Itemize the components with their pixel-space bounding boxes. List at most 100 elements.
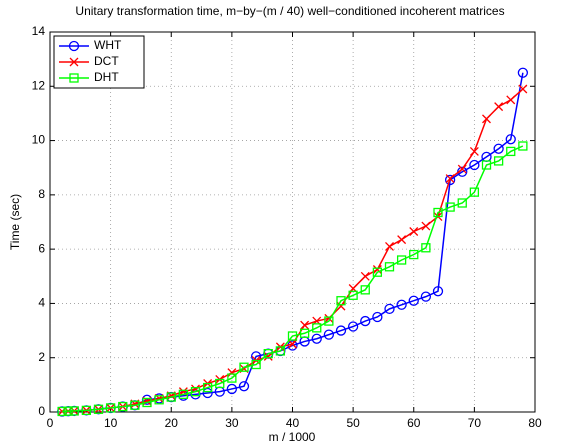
marker <box>324 316 334 326</box>
marker <box>347 321 359 332</box>
marker <box>93 404 104 414</box>
marker <box>360 271 370 281</box>
legend-label: DCT <box>94 54 119 68</box>
marker <box>469 187 480 197</box>
marker <box>251 359 261 370</box>
marker <box>202 382 213 393</box>
marker <box>433 207 443 218</box>
marker <box>227 373 237 383</box>
marker <box>518 141 528 151</box>
marker <box>517 67 529 78</box>
marker <box>239 362 249 372</box>
x-tick-label: 50 <box>346 416 360 430</box>
x-tick-label: 70 <box>468 416 482 430</box>
y-tick-label: 6 <box>38 241 45 255</box>
marker <box>299 328 310 338</box>
marker <box>372 265 382 274</box>
marker <box>69 57 79 67</box>
marker <box>57 406 67 417</box>
marker <box>263 348 273 359</box>
marker <box>420 291 432 302</box>
marker <box>409 227 419 236</box>
marker <box>469 159 480 171</box>
marker <box>226 383 238 395</box>
marker <box>287 331 298 341</box>
y-tick-label: 14 <box>32 24 46 38</box>
marker <box>118 401 128 412</box>
marker <box>312 323 322 333</box>
marker <box>493 143 504 154</box>
marker <box>360 315 371 327</box>
marker <box>372 267 383 277</box>
marker <box>397 235 407 245</box>
marker <box>444 174 456 186</box>
x-tick-label: 30 <box>225 416 239 430</box>
marker <box>166 392 176 402</box>
marker <box>69 406 79 416</box>
y-axis-label: Time (sec) <box>8 194 22 250</box>
marker <box>493 156 504 166</box>
marker <box>409 249 419 260</box>
marker <box>348 290 358 300</box>
y-tick-label: 10 <box>32 133 46 147</box>
marker <box>396 255 407 265</box>
marker <box>469 146 479 156</box>
marker <box>494 102 504 112</box>
marker <box>457 164 467 174</box>
marker <box>178 389 189 400</box>
marker <box>202 387 213 399</box>
marker <box>311 333 322 344</box>
x-tick-label: 40 <box>286 416 300 430</box>
marker <box>130 400 140 410</box>
marker <box>238 381 250 392</box>
marker <box>445 202 455 212</box>
legend-label: DHT <box>94 70 119 84</box>
marker <box>372 311 383 323</box>
marker <box>421 243 431 253</box>
marker <box>190 386 201 397</box>
x-tick-label: 60 <box>407 416 421 430</box>
marker <box>275 346 286 356</box>
y-tick-label: 2 <box>38 350 45 364</box>
plot-frame <box>49 31 536 413</box>
y-tick-label: 12 <box>32 78 46 92</box>
chart-title: Unitary transformation time, m−by−(m / 4… <box>75 4 504 18</box>
y-tick-label: 4 <box>38 296 45 310</box>
marker <box>506 95 516 105</box>
marker <box>505 134 516 145</box>
marker <box>518 84 528 94</box>
x-tick-label: 20 <box>165 416 179 430</box>
x-axis-label: m / 1000 <box>269 430 316 444</box>
x-tick-label: 80 <box>528 416 542 430</box>
legend-label: WHT <box>94 38 122 52</box>
marker <box>445 174 455 184</box>
marker <box>432 286 444 297</box>
marker <box>300 320 310 330</box>
marker <box>215 378 225 389</box>
marker <box>384 303 395 315</box>
y-tick-label: 8 <box>38 187 45 201</box>
marker <box>506 146 516 157</box>
marker <box>482 114 491 124</box>
marker <box>81 405 92 416</box>
marker <box>385 241 394 251</box>
marker <box>336 301 346 311</box>
marker <box>336 296 346 306</box>
marker <box>457 198 467 208</box>
y-tick-label: 0 <box>38 404 45 418</box>
marker <box>105 403 116 413</box>
marker <box>154 395 164 405</box>
marker <box>384 262 395 272</box>
marker <box>360 285 370 295</box>
series-line <box>62 145 524 413</box>
marker <box>68 40 80 52</box>
marker <box>396 299 407 310</box>
marker <box>63 406 73 416</box>
marker <box>408 295 419 306</box>
marker <box>481 160 492 170</box>
marker <box>323 329 335 340</box>
marker <box>69 73 79 83</box>
marker <box>142 397 152 408</box>
